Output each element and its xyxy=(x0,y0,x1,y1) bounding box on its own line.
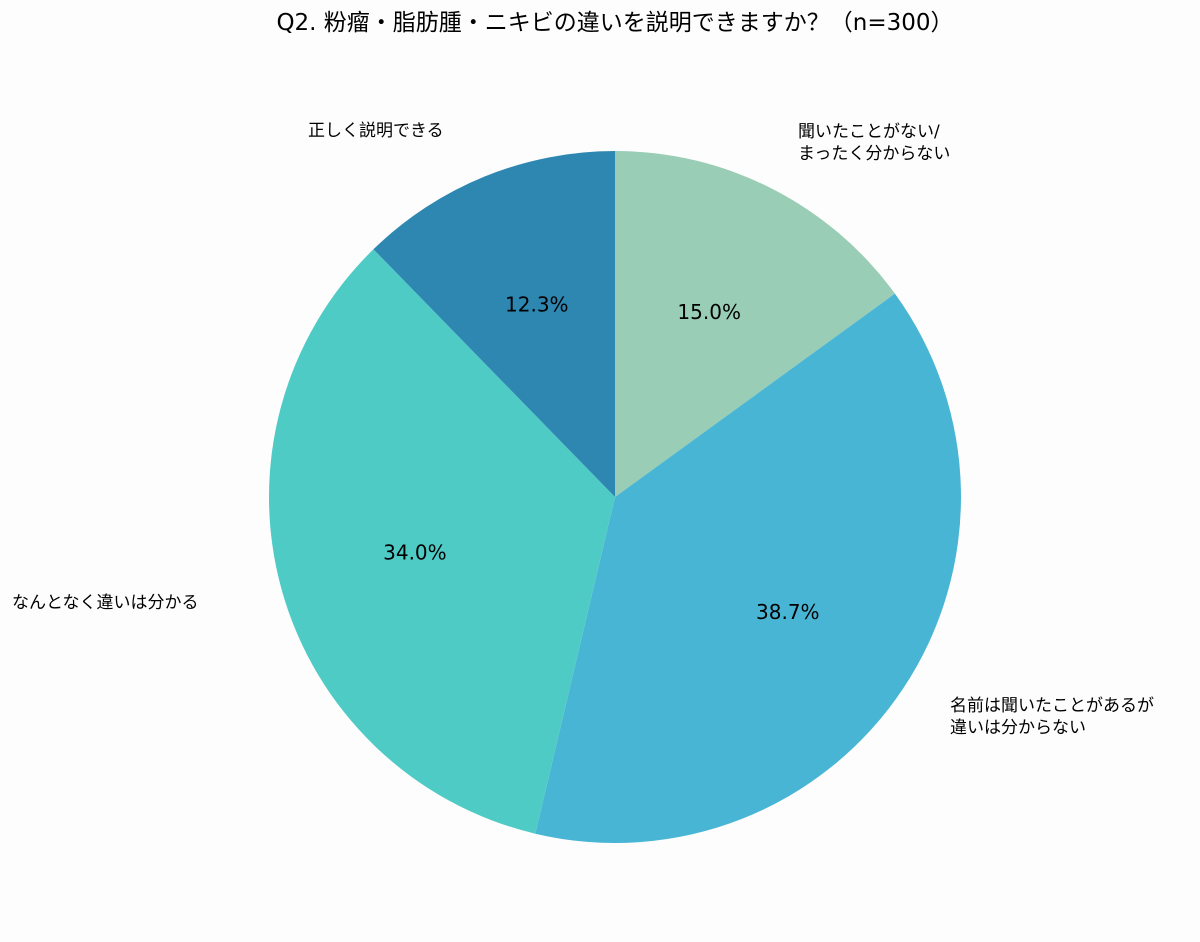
pie-slice xyxy=(535,293,961,843)
slice-percent-label: 38.7% xyxy=(756,600,820,624)
slice-percent-label: 15.0% xyxy=(677,300,741,324)
slice-percent-label: 34.0% xyxy=(383,540,447,564)
pie-slice xyxy=(269,249,615,834)
percent-labels: 15.0% 38.7% 34.0% 12.3% xyxy=(383,293,819,624)
slice-category-label: 正しく説明できる xyxy=(308,121,444,141)
chart-title: Q2. 粉瘤・脂肪腫・ニキビの違いを説明できますか？（n=300） xyxy=(276,10,953,36)
slice-category-label: なんとなく違いは分かる xyxy=(12,593,199,613)
slice-percent-label: 12.3% xyxy=(505,293,569,317)
pie-slice xyxy=(373,151,615,497)
slice-category-label: 名前は聞いたことがあるが違いは分からない xyxy=(950,696,1154,738)
pie-slices xyxy=(269,151,961,843)
pie-slice xyxy=(615,151,895,497)
slice-category-label: 聞いたことがない/まったく分からない xyxy=(798,122,950,164)
